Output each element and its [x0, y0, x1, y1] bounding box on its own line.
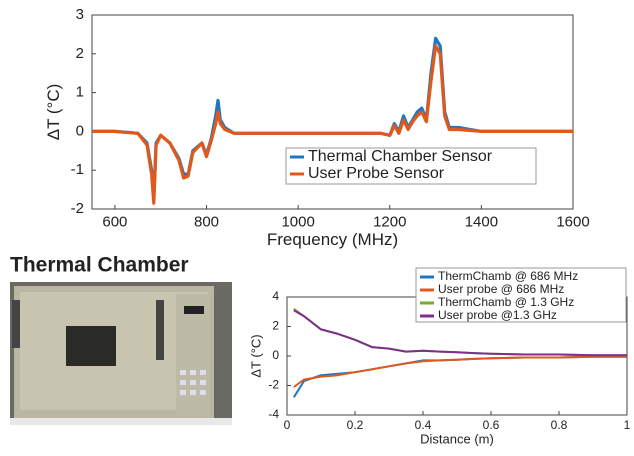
- y-tick-label: -2: [268, 378, 279, 392]
- x-tick-label: 1000: [281, 213, 314, 230]
- legend-box: [285, 147, 537, 185]
- y-tick-label: -4: [268, 407, 279, 421]
- legend-label: ThermChamb @ 686 MHz: [438, 269, 578, 283]
- y-tick-label: 2: [272, 319, 279, 333]
- x-tick-label: 1600: [556, 213, 589, 230]
- x-tick-label: 800: [194, 213, 219, 230]
- x-tick-label: 1200: [373, 213, 406, 230]
- x-tick-label: 0.4: [415, 418, 432, 432]
- data-line: [293, 309, 627, 357]
- legend-label: ThermChamb @ 1.3 GHz: [438, 295, 574, 309]
- x-tick-label: 1: [624, 418, 631, 432]
- data-line: [92, 44, 573, 205]
- y-tick-label: 3: [76, 6, 84, 23]
- y-axis-label: ΔT (°C): [44, 84, 63, 141]
- data-line: [293, 355, 627, 388]
- chamber-photo: [10, 282, 232, 425]
- legend-label: Thermal Chamber Sensor: [308, 148, 493, 165]
- x-tick-label: 0: [284, 418, 291, 432]
- x-tick-label: 0.8: [551, 418, 568, 432]
- legend-box: [415, 267, 627, 323]
- y-tick-label: 0: [272, 348, 279, 362]
- x-axis-label: Distance (m): [420, 432, 494, 447]
- y-axis-label: ΔT (°C): [248, 334, 263, 377]
- y-tick-label: -1: [71, 161, 84, 178]
- x-tick-label: 600: [102, 213, 127, 230]
- y-tick-label: 4: [272, 289, 279, 303]
- x-tick-label: 0.2: [347, 418, 364, 432]
- x-axis-label: Frequency (MHz): [267, 230, 398, 249]
- photo-label: Thermal Chamber: [10, 254, 189, 277]
- y-tick-label: 0: [76, 122, 84, 139]
- y-tick-label: 2: [76, 45, 84, 62]
- legend-label: User Probe Sensor: [308, 165, 445, 182]
- y-tick-label: -2: [71, 200, 84, 217]
- legend-label: User probe @ 686 MHz: [438, 282, 564, 296]
- x-tick-label: 0.6: [483, 418, 500, 432]
- x-tick-label: 1400: [465, 213, 498, 230]
- legend-label: User probe @1.3 GHz: [438, 308, 557, 322]
- y-tick-label: 1: [76, 84, 84, 101]
- data-line: [292, 355, 627, 398]
- plot-frame: [91, 14, 574, 210]
